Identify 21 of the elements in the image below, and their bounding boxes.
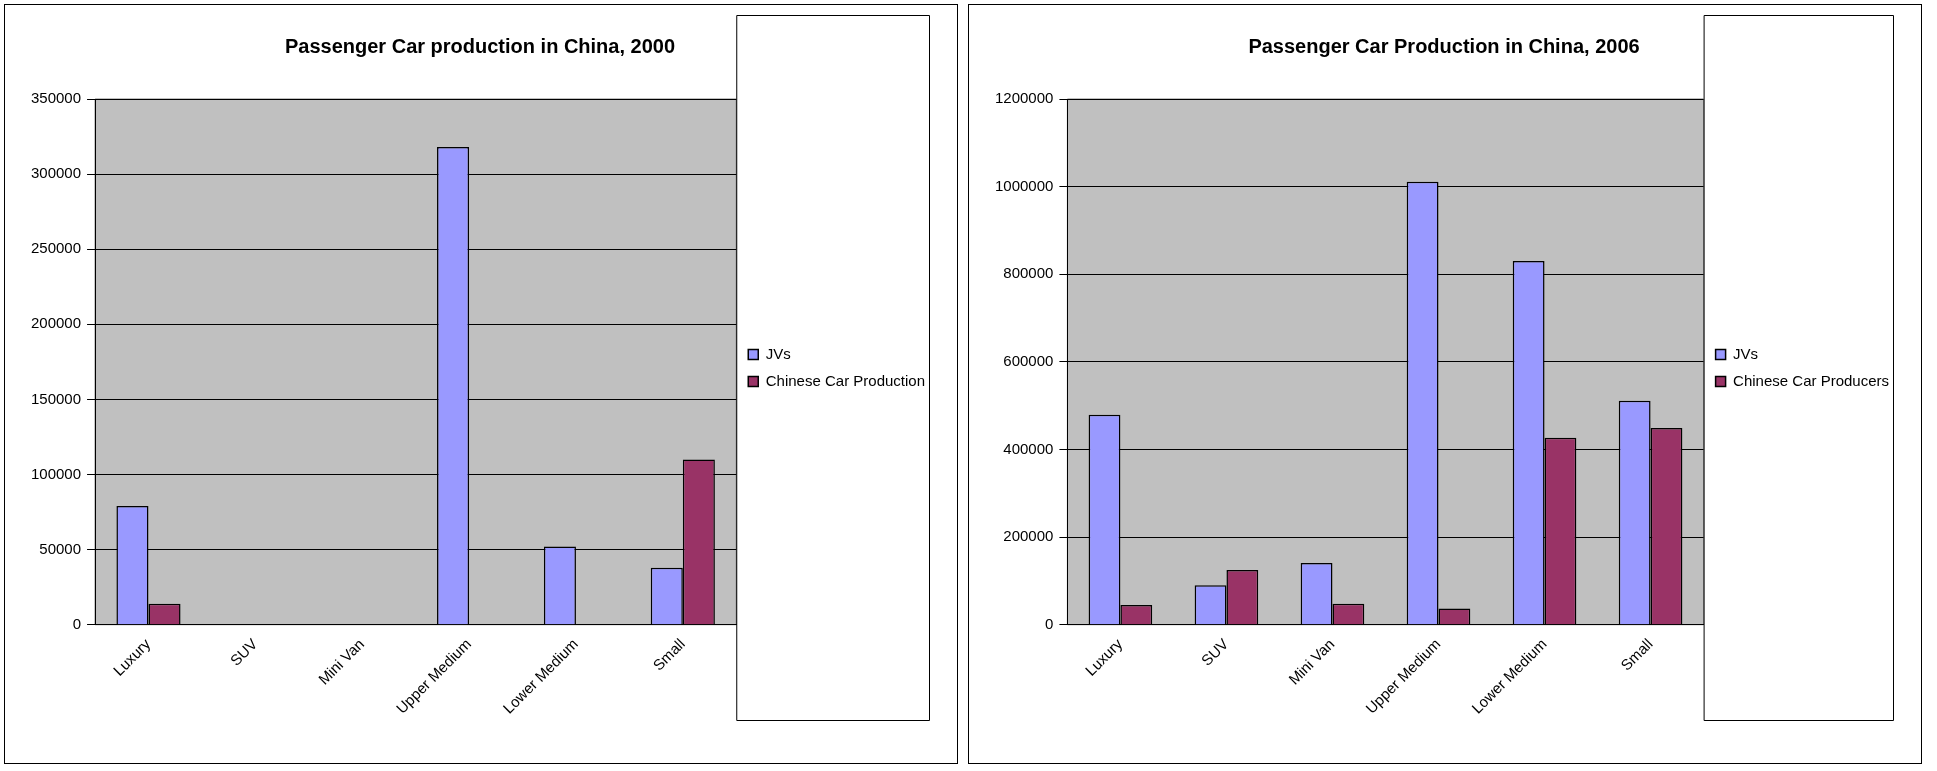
y-tick-label: 0 bbox=[72, 614, 82, 632]
y-tick-label: 0 bbox=[1045, 614, 1054, 632]
y-tick-label: 1200000 bbox=[994, 89, 1054, 107]
y-tick-label: 350000 bbox=[30, 89, 82, 107]
y-tick-label: 200000 bbox=[30, 314, 82, 332]
y-tick-label: 600000 bbox=[1003, 352, 1054, 369]
y-tick-label: 50000 bbox=[39, 539, 82, 557]
y-tick-label: 300000 bbox=[30, 164, 82, 182]
legend-label: JVs bbox=[1733, 344, 1759, 362]
legend-label: JVs bbox=[765, 344, 791, 362]
legend-label: Chinese Car Production bbox=[765, 371, 926, 389]
y-tick-label: 100000 bbox=[30, 464, 82, 482]
y-tick-label: 800000 bbox=[1003, 264, 1054, 282]
y-tick-label: 200000 bbox=[1003, 527, 1054, 545]
legend-label: Chinese Car Producers bbox=[1733, 371, 1889, 389]
chart-title: Passenger Car Production in China, 2006 bbox=[1248, 34, 1640, 57]
y-tick-label: 400000 bbox=[1003, 439, 1054, 457]
chart-title: Passenger Car production in China, 2000 bbox=[284, 34, 676, 57]
y-tick-label: 150000 bbox=[30, 389, 82, 407]
y-tick-label: 1000000 bbox=[994, 176, 1054, 194]
y-tick-label: 250000 bbox=[30, 239, 82, 257]
